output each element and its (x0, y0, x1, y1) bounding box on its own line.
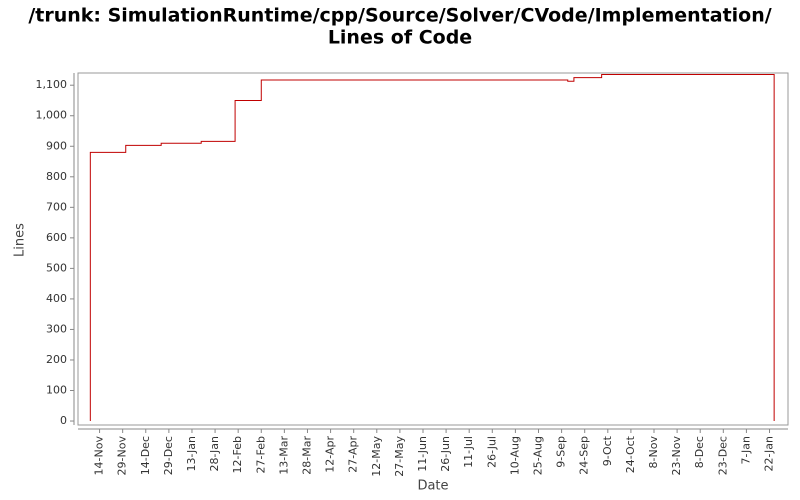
y-tick-label: 700 (46, 200, 67, 213)
chart-subtitle: Lines of Code (328, 27, 472, 49)
x-tick-label: 8-Nov (647, 436, 660, 469)
x-tick-label: 28-Jan (208, 436, 221, 472)
x-tick-label: 29-Dec (162, 436, 175, 475)
x-tick-label: 24-Oct (624, 435, 637, 473)
chart-title: /trunk: SimulationRuntime/cpp/Source/Sol… (28, 5, 771, 27)
x-tick-label: 27-Feb (254, 436, 267, 473)
plot-area (77, 72, 789, 426)
x-tick-label: 24-Sep (578, 436, 591, 475)
x-tick-label: 23-Dec (716, 436, 729, 475)
x-tick-label: 26-Jul (485, 436, 498, 468)
y-tick-label: 1,100 (36, 78, 68, 91)
x-tick-label: 13-Mar (277, 436, 290, 475)
x-tick-label: 10-Aug (508, 436, 521, 475)
y-tick-label: 600 (46, 231, 67, 244)
x-axis-title: Date (417, 479, 448, 494)
y-tick-label: 200 (46, 353, 67, 366)
x-tick-label: 27-Apr (347, 436, 360, 473)
x-tick-label: 11-Jul (462, 436, 475, 468)
x-tick-label: 11-Jun (416, 436, 429, 472)
x-tick-label: 12-May (370, 436, 383, 477)
x-tick-label: 12-Apr (324, 436, 337, 473)
x-tick-label: 7-Jan (739, 436, 752, 465)
y-tick-label: 100 (46, 384, 67, 397)
x-tick-label: 26-Jun (439, 436, 452, 472)
x-tick-label: 13-Jan (185, 436, 198, 472)
x-tick-label: 8-Dec (693, 436, 706, 468)
y-tick-label: 1,000 (36, 109, 68, 122)
x-tick-label: 29-Nov (116, 436, 129, 476)
y-tick-label: 800 (46, 170, 67, 183)
y-tick-label: 900 (46, 139, 67, 152)
y-tick-label: 300 (46, 322, 67, 335)
x-tick-label: 22-Jan (763, 436, 776, 472)
x-tick-label: 9-Oct (601, 435, 614, 466)
x-tick-label: 14-Nov (93, 436, 106, 476)
y-tick-label: 400 (46, 292, 67, 305)
x-tick-label: 25-Aug (531, 436, 544, 475)
x-tick-label: 23-Nov (670, 436, 683, 476)
x-tick-label: 27-May (393, 436, 406, 477)
y-axis-title: Lines (13, 223, 28, 257)
x-tick-label: 28-Mar (300, 436, 313, 475)
y-tick-label: 500 (46, 261, 67, 274)
data-line (89, 74, 775, 422)
x-tick-label: 12-Feb (231, 436, 244, 473)
x-tick-label: 9-Sep (555, 436, 568, 468)
y-tick-label: 0 (60, 414, 67, 427)
x-tick-label: 14-Dec (139, 436, 152, 475)
